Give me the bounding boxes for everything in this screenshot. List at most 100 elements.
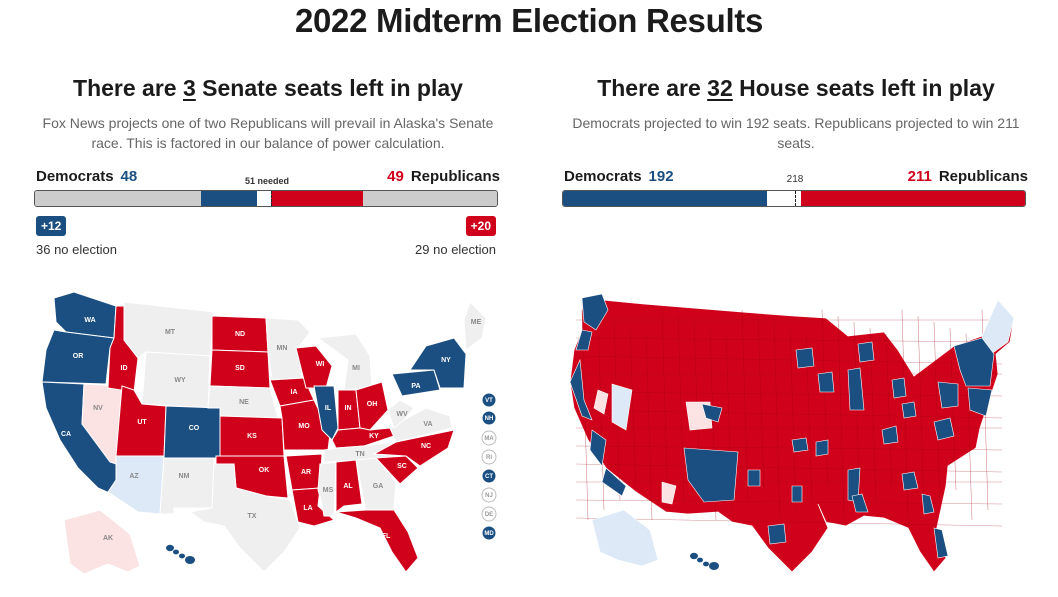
senate-state-ny[interactable]: NY (409, 337, 467, 389)
house-district[interactable] (747, 469, 761, 487)
senate-state-az[interactable]: AZ (107, 455, 165, 515)
house-district[interactable] (967, 387, 993, 417)
senate-state-tx[interactable]: TX (188, 463, 301, 573)
house-district[interactable] (601, 467, 627, 497)
senate-state-oh[interactable]: OH (355, 381, 389, 431)
house-title-pre: There are (597, 75, 708, 101)
house-hawaii-district[interactable] (690, 552, 698, 560)
senate-state-wy[interactable]: WY (141, 351, 211, 409)
senate-state-fl[interactable]: FL (335, 509, 419, 573)
senate-state-ar[interactable]: AR (285, 453, 323, 491)
house-district[interactable] (591, 509, 659, 567)
house-rep-label: Republicans (938, 168, 1028, 185)
house-hawaii-district[interactable] (697, 557, 703, 563)
senate-small-state-md[interactable]: MD (481, 525, 497, 541)
senate-small-state-label: CT (485, 474, 493, 480)
senate-state-co[interactable]: CO (163, 405, 221, 459)
senate-state-label: NV (93, 405, 103, 412)
senate-small-state-ri[interactable]: RI (481, 449, 497, 465)
house-district[interactable] (791, 437, 809, 453)
senate-small-state-label: VT (485, 398, 493, 404)
senate-state-label: SC (397, 463, 407, 470)
senate-state-al[interactable]: AL (335, 459, 363, 513)
senate-state-label: MO (298, 423, 310, 430)
house-district[interactable] (921, 493, 935, 515)
house-district[interactable] (847, 367, 865, 411)
house-district[interactable] (851, 493, 869, 513)
senate-state-pa[interactable]: PA (391, 369, 441, 397)
house-district[interactable] (891, 377, 907, 399)
house-district[interactable] (791, 485, 803, 503)
house-district[interactable] (593, 389, 609, 415)
house-majority-line (794, 191, 796, 206)
house-rep-value: 211 (907, 168, 932, 185)
house-district[interactable] (575, 329, 593, 351)
senate-small-state-ct[interactable]: CT (481, 468, 497, 484)
house-district[interactable] (857, 341, 875, 363)
house-district[interactable] (953, 337, 995, 387)
senate-state-sd[interactable]: SD (209, 349, 271, 389)
senate-state-label: UT (137, 419, 147, 426)
house-district-border (789, 327, 797, 511)
senate-rep-no-election: 29 no election (415, 242, 496, 257)
senate-state-mt[interactable]: MT (123, 301, 215, 359)
house-panel: There are 32 House seats left in play De… (562, 72, 1030, 207)
house-hawaii-district[interactable] (703, 561, 709, 567)
senate-hawaii-island (166, 544, 174, 552)
senate-state-sc[interactable]: SC (374, 455, 419, 485)
house-district[interactable] (933, 417, 955, 441)
senate-state-label: KY (369, 433, 379, 440)
house-district[interactable] (569, 358, 593, 421)
senate-small-state-de[interactable]: DE (481, 506, 497, 522)
senate-state-me[interactable]: ME (463, 301, 487, 351)
senate-dem-value: 48 (120, 168, 138, 185)
house-district[interactable] (817, 371, 835, 393)
house-district-border (821, 309, 829, 491)
house-district[interactable] (701, 403, 723, 423)
house-district[interactable] (795, 347, 815, 369)
senate-state-label: PA (411, 383, 420, 390)
senate-state-ak[interactable]: AK (63, 509, 141, 575)
house-district-border (757, 315, 765, 491)
senate-state-nm[interactable]: NM (159, 457, 215, 515)
house-district[interactable] (581, 293, 609, 331)
senate-state-nd[interactable]: ND (211, 315, 269, 353)
senate-state-ga[interactable]: GA (355, 457, 397, 513)
house-district-border (741, 309, 749, 501)
senate-state-ks[interactable]: KS (219, 415, 285, 457)
senate-state-wi[interactable]: WI (295, 345, 333, 389)
house-district[interactable] (611, 383, 633, 431)
senate-small-state-ma[interactable]: MA (481, 430, 497, 446)
senate-map: WA OR CA NV ID MT WY UT AZ CO NM ND SD NE KS OK TX MN IA MO… (41, 291, 497, 575)
senate-state-or[interactable]: OR (41, 329, 115, 385)
senate-small-state-vt[interactable]: VT (481, 392, 497, 408)
house-district[interactable] (815, 439, 829, 457)
house-district[interactable] (933, 527, 949, 559)
senate-small-state-nh[interactable]: NH (481, 410, 497, 426)
senate-state-label: ND (235, 331, 245, 338)
house-district[interactable] (937, 381, 959, 409)
house-district[interactable] (901, 471, 919, 491)
house-district[interactable] (661, 481, 677, 505)
house-district-border (933, 321, 941, 501)
house-district-border (575, 409, 1003, 419)
house-district[interactable] (683, 447, 739, 503)
house-bar-seg-republicans (800, 191, 1025, 206)
senate-state-label: WY (174, 377, 186, 384)
senate-majority-line (270, 191, 272, 206)
senate-state-label: VA (423, 421, 432, 428)
house-district[interactable] (589, 429, 607, 467)
house-district[interactable] (881, 425, 899, 445)
senate-small-state-nj[interactable]: NJ (481, 487, 497, 503)
senate-small-state-label: MD (484, 531, 494, 537)
senate-state-label: CA (61, 431, 71, 438)
house-district-border (773, 321, 781, 521)
senate-subtitle: Fox News projects one of two Republicans… (42, 115, 494, 151)
house-hawaii-district[interactable] (709, 562, 719, 570)
senate-state-il[interactable]: IL (313, 385, 339, 441)
senate-state-label: NE (239, 399, 249, 406)
house-district[interactable] (767, 523, 787, 545)
senate-state-wv[interactable]: WV (387, 399, 415, 429)
house-district[interactable] (901, 401, 917, 419)
senate-state-label: FL (382, 533, 391, 540)
